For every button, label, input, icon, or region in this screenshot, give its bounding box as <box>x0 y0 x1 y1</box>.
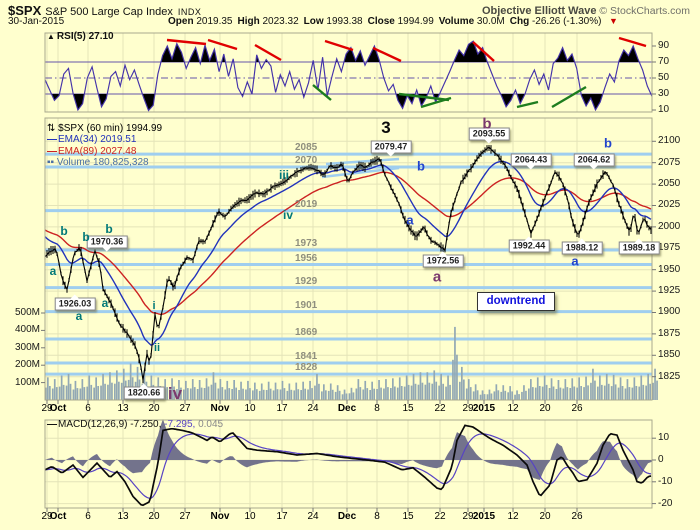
line-swatch-icon: — <box>47 419 57 430</box>
rsi-legend-text: RSI(5) 27.10 <box>56 31 114 42</box>
quote-chg: Chg -26.26 (-1.30%) <box>509 16 607 27</box>
quote-strip: Open 2019.35 High 2023.32 Low 1993.38 Cl… <box>168 16 618 27</box>
ema34-legend-line: —EMA(34) 2019.51 <box>47 134 162 145</box>
ema89-legend-line: —EMA(89) 2027.48 <box>47 146 162 157</box>
macd-value: -7.250, <box>127 419 162 430</box>
volume-legend-line: ▪▪ Volume 180,825,328 <box>47 157 162 168</box>
ema34-legend-text: EMA(34) 2019.51 <box>58 134 137 146</box>
chart-date: 30-Jan-2015 <box>8 16 65 27</box>
symbol-name: S&P 500 Large Cap Index <box>45 6 173 18</box>
price-legend-text: $SPX (60 min) 1994.99 <box>58 123 163 134</box>
quote-close: Close 1994.99 <box>367 16 439 27</box>
downtrend-annotation: downtrend <box>477 292 555 311</box>
price-legend: ⇅ $SPX (60 min) 1994.99 —EMA(34) 2019.51… <box>47 123 162 168</box>
volume-legend-text: Volume 180,825,328 <box>56 156 149 168</box>
rsi-legend: ▲ RSI(5) 27.10 <box>47 31 114 42</box>
watermark: Objective Elliott Wave © StockCharts.com <box>482 5 690 17</box>
ema89-legend-text: EMA(89) 2027.48 <box>58 145 137 157</box>
macd-signal-value: -7.295, <box>161 419 196 430</box>
macd-legend: —MACD(12,26,9) -7.250, -7.295, 0.045 <box>47 419 223 430</box>
brand-oew: Objective Elliott Wave <box>481 5 597 17</box>
macd-hist-value: 0.045 <box>195 419 224 430</box>
quote-volume: Volume 30.0M <box>438 16 510 27</box>
line-swatch-icon: — <box>47 134 57 146</box>
quote-row: 30-Jan-2015 Open 2019.35 High 2023.32 Lo… <box>0 16 700 29</box>
macd-legend-name: MACD(12,26,9) <box>58 419 128 430</box>
line-swatch-icon: — <box>47 145 57 157</box>
quote-low: Low 1993.38 <box>303 16 368 27</box>
chart-header: $SPX S&P 500 Large Cap Index INDX Objectiv… <box>8 2 700 18</box>
exchange-label: INDX <box>177 7 202 17</box>
quote-open: Open 2019.35 <box>168 16 238 27</box>
bars-icon: ▪▪ <box>47 156 55 168</box>
price-legend-line: ⇅ $SPX (60 min) 1994.99 <box>47 123 162 134</box>
quote-high: High 2023.32 <box>237 16 304 27</box>
area-chart-icon: ▲ <box>47 32 55 41</box>
change-down-arrow-icon: ▼ <box>606 16 618 26</box>
symbol: $SPX <box>8 3 42 18</box>
updown-arrows-icon: ⇅ <box>47 123 56 134</box>
brand-stockcharts: © StockCharts.com <box>596 5 690 17</box>
